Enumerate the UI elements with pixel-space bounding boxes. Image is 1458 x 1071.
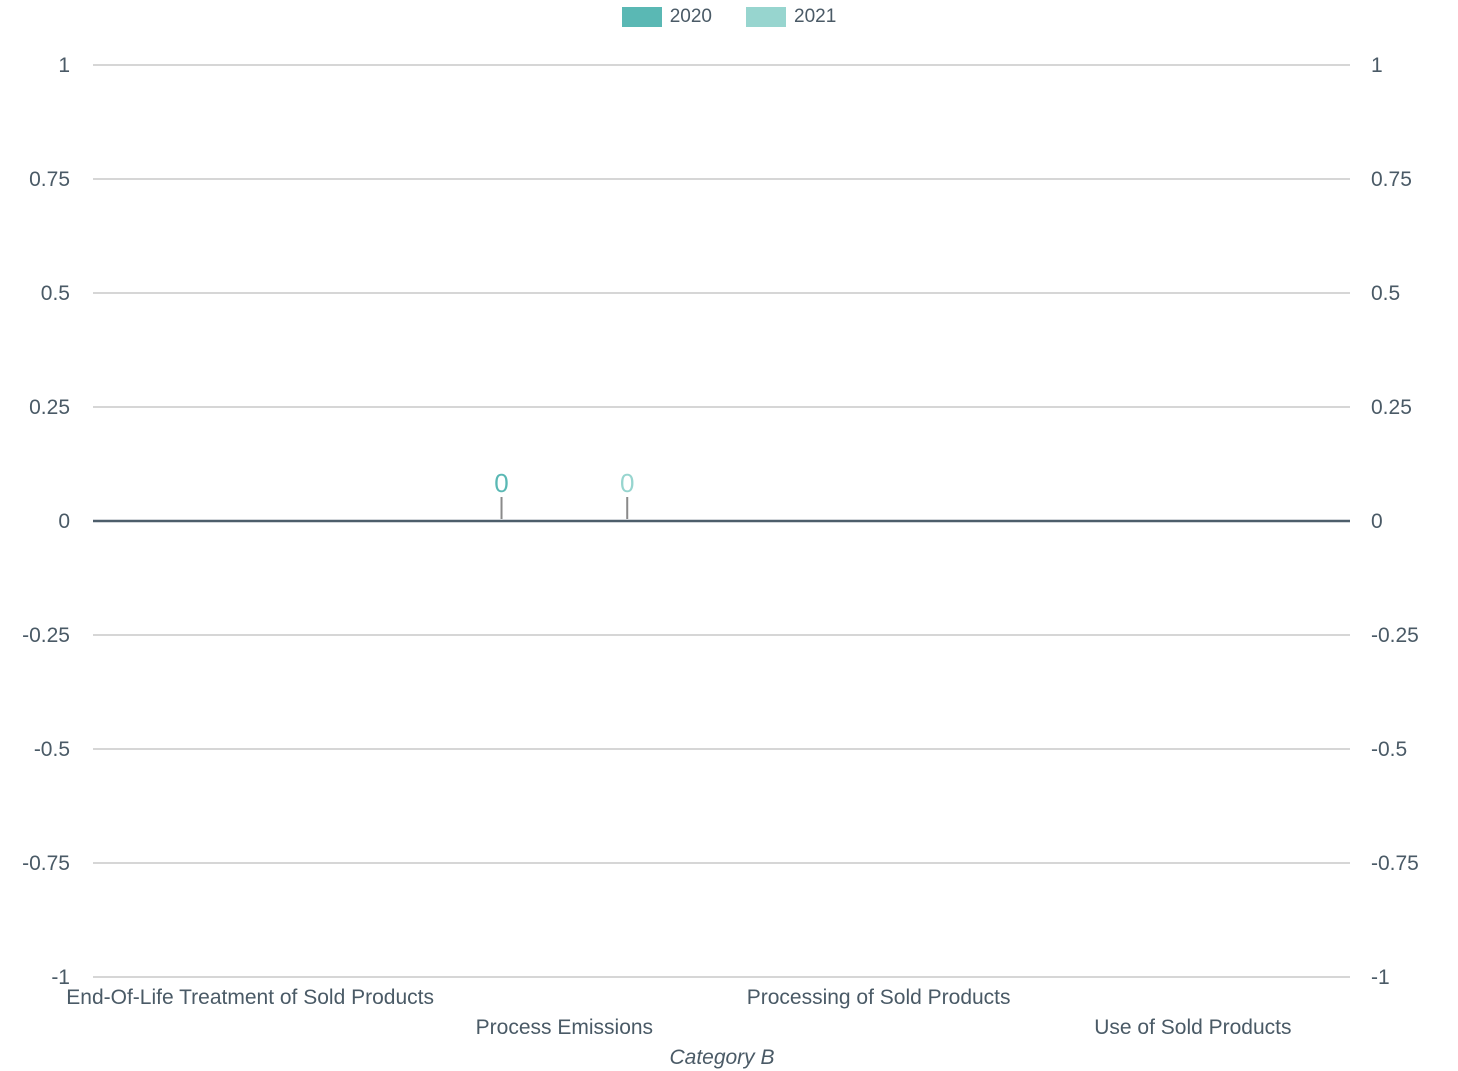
data-label-2020: 0 <box>494 468 508 498</box>
legend-item-2021[interactable]: 2021 <box>746 6 836 28</box>
y-tick-label-right: 0.25 <box>1371 396 1412 419</box>
y-tick-label-right: 0.5 <box>1371 282 1400 305</box>
legend-label-2021: 2021 <box>794 6 837 27</box>
y-tick-label-left: 0.75 <box>29 168 70 191</box>
y-tick-label-right: -0.5 <box>1371 738 1407 761</box>
y-tick-label-right: 0 <box>1371 510 1383 533</box>
y-tick-label-right: -1 <box>1371 966 1390 989</box>
x-tick-label: End-Of-Life Treatment of Sold Products <box>66 986 434 1009</box>
grid-lines <box>93 64 1350 978</box>
y-tick-label-left: 0.25 <box>29 396 70 419</box>
y-tick-label-left: -0.5 <box>34 738 70 761</box>
x-tick-label: Processing of Sold Products <box>747 986 1011 1009</box>
x-axis: End-Of-Life Treatment of Sold Products Pr… <box>66 986 1291 1039</box>
y-tick-label-left: 0.5 <box>41 282 70 305</box>
y-axis-left: 1 0.75 0.5 0.25 0 -0.25 -0.5 -0.75 -1 <box>22 54 70 989</box>
legend-item-2020[interactable]: 2020 <box>621 6 712 28</box>
y-tick-label-left: 0 <box>58 510 70 533</box>
y-tick-label-left: -0.25 <box>22 624 70 647</box>
legend-swatch-2021 <box>746 7 786 27</box>
y-tick-label-right: 1 <box>1371 54 1383 77</box>
y-tick-label-right: -0.25 <box>1371 624 1419 647</box>
x-tick-label: Use of Sold Products <box>1094 1016 1291 1039</box>
y-axis-right: 1 0.75 0.5 0.25 0 -0.25 -0.5 -0.75 -1 <box>1371 54 1419 989</box>
y-tick-label-left: -1 <box>51 966 70 989</box>
y-tick-label-right: 0.75 <box>1371 168 1412 191</box>
data-label-2021: 0 <box>620 468 634 498</box>
y-tick-label-left: 1 <box>58 54 70 77</box>
legend-swatch-2020 <box>621 7 662 27</box>
legend-label-2020: 2020 <box>669 6 712 27</box>
y-tick-label-left: -0.75 <box>22 852 70 875</box>
y-tick-label-right: -0.75 <box>1371 852 1419 875</box>
x-tick-label: Process Emissions <box>476 1016 653 1039</box>
chart-legend: 2020 2021 <box>0 6 1458 28</box>
x-axis-title: Category B <box>669 1046 774 1069</box>
